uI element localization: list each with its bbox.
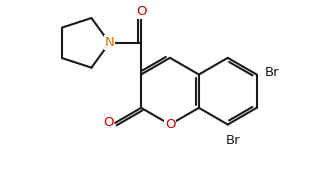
Text: N: N <box>105 36 114 49</box>
Text: O: O <box>165 118 175 131</box>
Text: Br: Br <box>265 66 280 79</box>
Text: O: O <box>103 116 114 129</box>
Text: O: O <box>136 5 146 18</box>
Text: Br: Br <box>226 134 241 147</box>
